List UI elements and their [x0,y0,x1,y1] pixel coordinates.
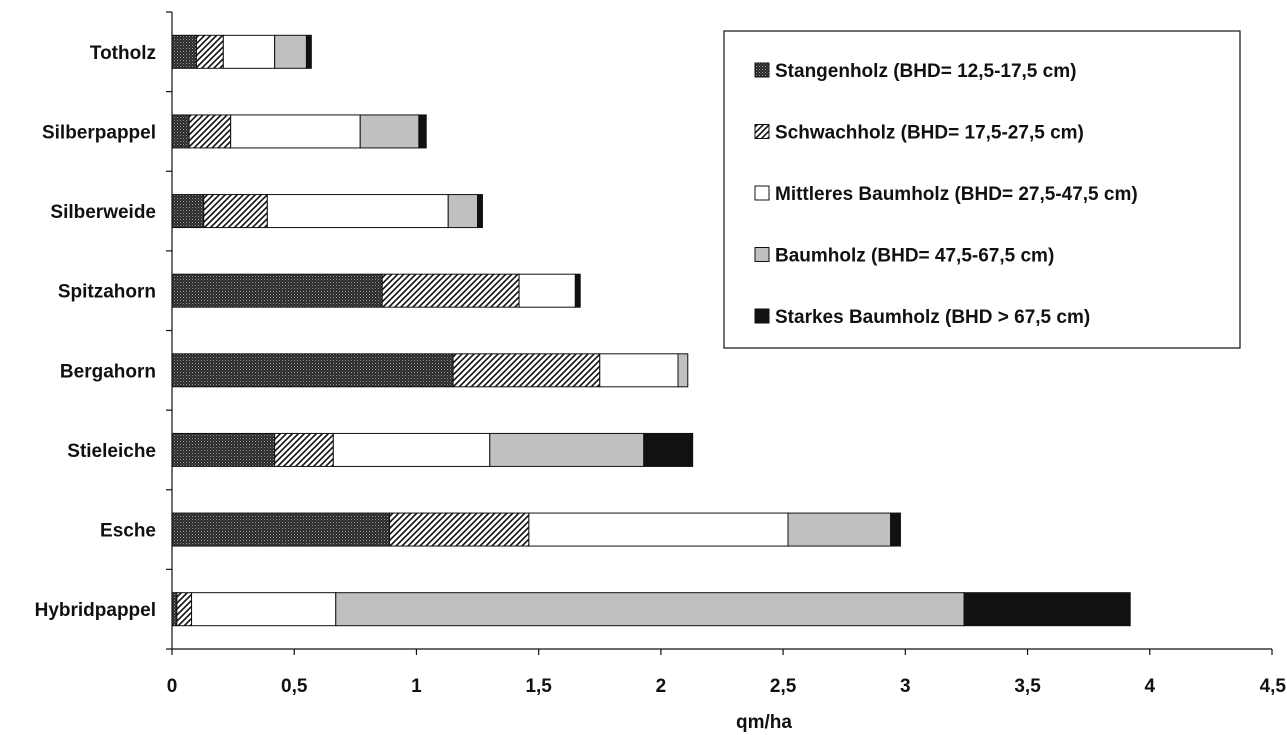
bar-segment-spitzahorn-series-5 [574,273,581,308]
legend: Stangenholz (BHD= 12,5-17,5 cm) Schwachho… [723,30,1241,349]
x-tick-label: 3 [900,676,911,697]
category-label: Totholz [90,43,156,64]
bar-segment-bergahorn-series-1 [171,353,454,388]
labels-layer: Totholz Silberpappel Silberweide Spitzahorn… [35,43,1287,733]
bar-segment-totholz-series-1 [171,34,197,69]
bar-segment-esche-series-4 [787,512,892,547]
bar-segment-stieleiche-series-4 [489,432,645,467]
x-axis-title: qm/ha [736,712,792,733]
bar-segment-stieleiche-series-1 [171,432,276,467]
legend-label-3: Mittleres Baumholz (BHD= 27,5-47,5 cm) [775,184,1138,205]
bar-segment-esche-series-1 [171,512,391,547]
bar-segment-silberweide-series-1 [171,194,205,229]
bar-segment-silberpappel-series-3 [230,114,361,149]
bar-segment-bergahorn-series-2 [452,353,601,388]
x-tick-label: 1 [411,676,422,697]
bar-segment-silberweide-series-4 [447,194,479,229]
bar-segment-silberweide-series-2 [203,194,268,229]
bar-segment-esche-series-5 [890,512,901,547]
bar-segment-spitzahorn-series-3 [518,273,576,308]
category-label: Silberweide [50,202,156,223]
x-tick-label: 1,5 [525,676,552,697]
legend-label-2: Schwachholz (BHD= 17,5-27,5 cm) [775,123,1084,144]
legend-swatch-1 [754,62,770,78]
bar-segment-hybridpappel-series-4 [335,592,965,627]
bar-segment-silberweide-series-5 [477,194,483,229]
bar-segment-totholz-series-3 [222,34,276,69]
x-tick-label: 4,5 [1260,676,1287,697]
x-tick-label: 4 [1144,676,1155,697]
legend-label-5: Starkes Baumholz (BHD > 67,5 cm) [775,307,1090,328]
legend-label-1: Stangenholz (BHD= 12,5-17,5 cm) [775,61,1076,82]
legend-box [723,30,1241,349]
x-tick-label: 3,5 [1014,676,1041,697]
bar-segment-esche-series-3 [528,512,789,547]
category-label: Esche [100,521,156,542]
axes-layer [166,11,1273,655]
bar-segment-spitzahorn-series-1 [171,273,383,308]
bar-segment-stieleiche-series-2 [274,432,334,467]
bar-segment-silberpappel-series-1 [171,114,190,149]
x-tick-label: 2 [656,676,667,697]
x-tick-label: 0,5 [281,676,308,697]
bar-segment-hybridpappel-series-1 [171,592,178,627]
category-label: Silberpappel [42,122,156,143]
legend-label-4: Baumholz (BHD= 47,5-67,5 cm) [775,246,1054,267]
legend-swatch-3 [754,185,770,201]
bar-segment-totholz-series-2 [195,34,224,69]
legend-swatch-2 [754,124,770,139]
bar-segment-silberpappel-series-5 [418,114,427,149]
bars-layer [171,34,1131,627]
bar-segment-totholz-series-4 [274,34,307,69]
x-tick-label: 2,5 [770,676,797,697]
bar-segment-esche-series-2 [389,512,530,547]
bar-segment-hybridpappel-series-5 [963,592,1131,627]
bar-segment-stieleiche-series-3 [332,432,491,467]
bar-segment-stieleiche-series-5 [643,432,694,467]
legend-swatch-5 [754,308,770,324]
bar-segment-hybridpappel-series-3 [191,592,337,627]
bar-segment-bergahorn-series-3 [599,353,679,388]
category-label: Hybridpappel [35,600,156,621]
bar-segment-silberpappel-series-2 [188,114,232,149]
bar-segment-silberpappel-series-4 [359,114,420,149]
legend-swatch-4 [754,247,770,262]
bar-segment-spitzahorn-series-2 [381,273,520,308]
category-label: Bergahorn [60,361,156,382]
bar-segment-silberweide-series-3 [266,194,449,229]
bar-segment-totholz-series-5 [305,34,312,69]
category-label: Stieleiche [67,441,156,462]
bar-segment-hybridpappel-series-2 [176,592,193,627]
category-label: Spitzahorn [58,282,156,303]
bar-segment-bergahorn-series-4 [677,353,689,388]
x-tick-label: 0 [167,676,178,697]
